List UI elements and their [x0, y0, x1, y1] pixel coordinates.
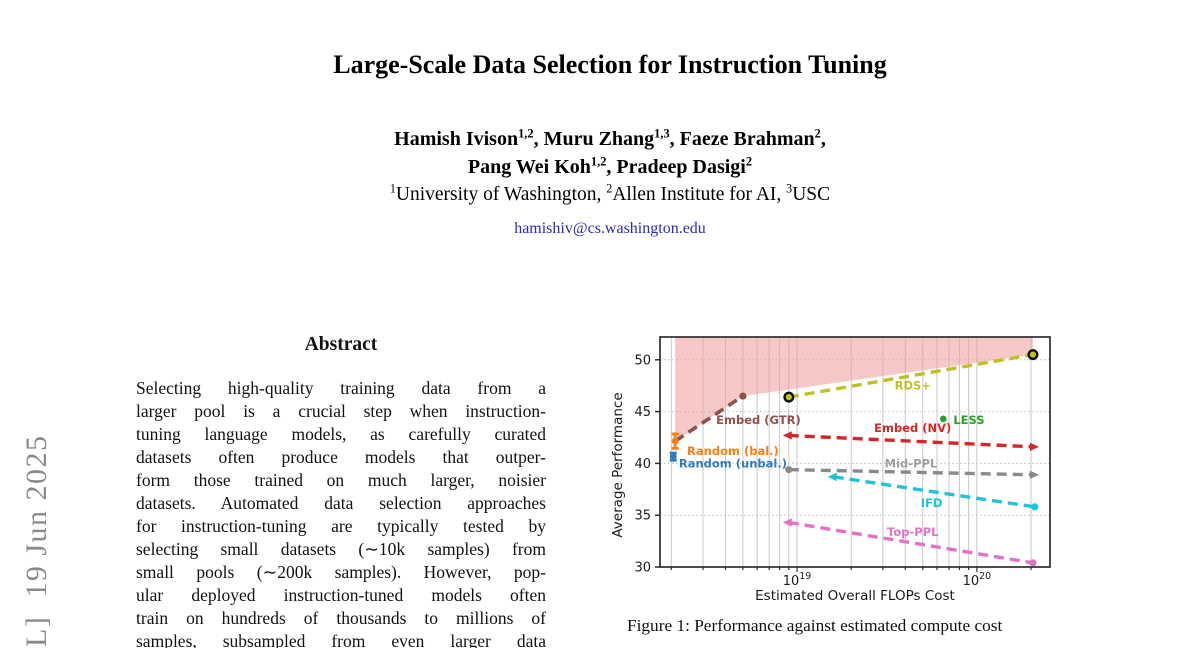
- abstract-line: Selecting high-quality training data fro…: [136, 378, 546, 398]
- abstract-body: Selecting high-quality training data fro…: [136, 377, 546, 648]
- chart-series-label: RDS+: [895, 379, 931, 393]
- abstract-section: Abstract Selecting high-quality training…: [136, 334, 546, 648]
- abstract-line: tuning language models, as carefully cur…: [136, 424, 546, 444]
- figure1-chart: Embed (GTR) RDS+ Embed (NV) Mid-PPL IFD Top-P…: [610, 336, 1051, 604]
- author-line-2: Pang Wei Koh1,2, Pradeep Dasigi2: [10, 154, 1200, 179]
- affiliation-text: University of Washington,: [395, 184, 607, 205]
- arxiv-watermark: L] 19 Jun 2025: [20, 434, 53, 648]
- abstract-line: datasets often produce models that outpe…: [136, 447, 546, 467]
- chart-series-label: Embed (GTR): [716, 413, 801, 427]
- abstract-line: small pools (∼200k samples). However, po…: [136, 562, 546, 582]
- x-axis-label: Estimated Overall FLOPs Cost: [755, 588, 955, 604]
- chart-series-Embed (NV): Embed (NV): [782, 421, 1039, 452]
- chart-pareto-region: [675, 337, 1033, 442]
- author-superscript: 1,3: [654, 126, 670, 141]
- author-text: Pang Wei Koh: [467, 156, 591, 178]
- chart-series-RDS+: RDS+: [783, 349, 1039, 403]
- author-text: ,: [820, 128, 826, 150]
- y-tick-label: 40: [634, 457, 651, 472]
- chart-series-label: Random (bal.): [687, 444, 779, 458]
- chart-series-Mid-PPL: Mid-PPL: [785, 456, 1039, 479]
- chart-point-LESS: LESS: [939, 413, 985, 427]
- chart-series-label: Mid-PPL: [885, 456, 938, 470]
- chart-series-label: IFD: [921, 496, 943, 510]
- chart-series-label: Random (unbal.): [679, 456, 787, 470]
- abstract-line: ular deployed instruction-tuned models o…: [136, 585, 546, 605]
- abstract-line: datasets. Automated data selection appro…: [136, 493, 546, 513]
- abstract-line: larger pool is a crucial step when instr…: [136, 401, 546, 421]
- author-superscript: 1,2: [590, 154, 607, 169]
- chart-series-label: Embed (NV): [874, 421, 951, 435]
- affiliations-line: 1University of Washington, 2Allen Instit…: [10, 181, 1200, 206]
- abstract-line: for instruction-tuning are typically tes…: [136, 516, 546, 536]
- x-tick-label: 1020: [963, 571, 992, 589]
- affiliation-text: USC: [792, 184, 831, 205]
- abstract-line: form those trained on much larger, noisi…: [136, 470, 546, 490]
- figure1-caption: Figure 1: Performance against estimated …: [627, 616, 1003, 635]
- paper-title: Large-Scale Data Selection for Instructi…: [333, 50, 887, 79]
- chart-series-label: Top-PPL: [887, 525, 939, 539]
- chart-point-Random (unbal.): Random (unbal.): [669, 451, 787, 470]
- affiliation-superscript: 1: [389, 181, 396, 196]
- y-tick-label: 45: [634, 405, 651, 420]
- chart-series-label: LESS: [953, 413, 984, 427]
- author-superscript: 1,2: [518, 126, 534, 141]
- chart-series-Embed (GTR): Embed (GTR): [674, 392, 801, 443]
- affiliation-text: Allen Institute for AI,: [612, 184, 787, 205]
- abstract-heading: Abstract: [304, 334, 378, 355]
- y-axis-label: Average Performance: [610, 392, 626, 537]
- author-superscript: 2: [745, 154, 753, 169]
- author-line-1: Hamish Ivison1,2, Muru Zhang1,3, Faeze B…: [10, 126, 1200, 151]
- y-tick-label: 50: [634, 353, 651, 368]
- y-tick-label: 35: [634, 509, 651, 524]
- author-superscript: 2: [814, 126, 821, 141]
- y-tick-label: 30: [634, 561, 651, 576]
- affiliation-superscript: 2: [606, 181, 613, 196]
- author-text: , Pradeep Dasigi: [606, 156, 746, 178]
- email-link[interactable]: hamishiv@cs.washington.edu: [514, 220, 706, 237]
- abstract-line: samples, subsampled from even larger dat…: [136, 631, 546, 648]
- author-text: , Faeze Brahman: [669, 128, 815, 150]
- abstract-line: selecting small datasets (∼10k samples) …: [136, 539, 546, 559]
- abstract-line: train on hundreds of thousands to millio…: [136, 608, 546, 628]
- author-text: , Muru Zhang: [533, 128, 655, 150]
- chart-point-Random (bal.): Random (bal.): [671, 432, 779, 458]
- author-text: Hamish Ivison: [394, 128, 519, 150]
- chart-series-IFD: IFD: [827, 472, 1039, 511]
- chart-series-Top-PPL: Top-PPL: [782, 518, 1037, 567]
- x-tick-label: 1019: [783, 571, 812, 589]
- affiliation-superscript: 3: [786, 181, 793, 196]
